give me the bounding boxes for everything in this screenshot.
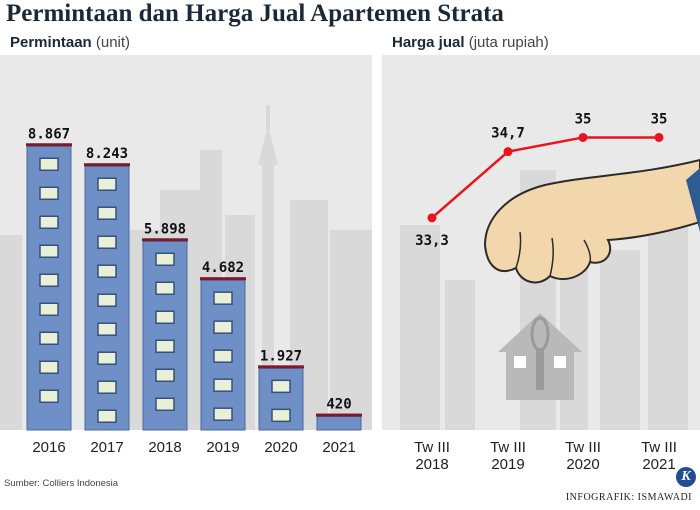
bar-window	[39, 302, 59, 317]
bar-window	[97, 206, 117, 220]
line-point	[654, 132, 664, 142]
bar-window	[213, 407, 233, 421]
bar-value-label: 5.898	[144, 221, 186, 237]
bar-2018: 5.898	[142, 221, 188, 431]
bar-roof	[26, 143, 72, 147]
bar-window	[97, 293, 117, 307]
chart-title: Permintaan dan Harga Jual Apartemen Stra…	[6, 0, 504, 27]
bar-roof	[84, 163, 130, 167]
kompas-logo: K	[676, 467, 696, 487]
bar-window	[97, 322, 117, 336]
right-chart-subtitle: Harga jual (juta rupiah)	[392, 34, 549, 51]
bar-window	[39, 244, 59, 259]
bar-value-label: 4.682	[202, 260, 244, 276]
bar-roof	[142, 238, 188, 242]
x-tick-label: Tw III 2021	[641, 439, 677, 473]
bar-window	[97, 351, 117, 365]
bar-rect	[316, 416, 362, 431]
line-point	[427, 213, 437, 223]
bar-roof	[200, 277, 246, 281]
bar-window	[97, 235, 117, 249]
bar-window	[155, 281, 175, 296]
bar-value-label: 420	[326, 397, 351, 413]
x-tick-label: 2017	[90, 439, 123, 456]
hand-illustration	[483, 158, 700, 284]
bar-window	[97, 409, 117, 423]
x-tick-label: Tw III 2020	[565, 439, 601, 473]
line-value-label: 34,7	[491, 126, 525, 142]
bar-window	[213, 349, 233, 363]
bar-roof	[316, 413, 362, 417]
bar-2016: 8.867	[26, 126, 72, 431]
bar-window	[155, 310, 175, 325]
line-series: 33,3 Tw III 2018 34,7 Tw III 2019 35 Tw III 2020…	[414, 111, 677, 473]
bar-window	[213, 378, 233, 392]
bar-window	[97, 177, 117, 191]
x-tick-label: 2021	[322, 439, 355, 456]
bar-window	[155, 397, 175, 412]
line-point	[578, 132, 588, 142]
bar-roof	[258, 365, 304, 369]
bar-window	[39, 331, 59, 346]
x-tick-label: 2016	[32, 439, 65, 456]
house-key-illustration	[498, 313, 582, 400]
bar-value-label: 8.867	[28, 126, 70, 142]
bar-window	[97, 380, 117, 394]
line-value-label: 33,3	[415, 233, 449, 249]
x-tick-label: Tw III 2019	[490, 439, 526, 473]
bar-window	[155, 368, 175, 383]
source-note: Sumber: Colliers Indonesia	[4, 478, 119, 489]
bar-value-label: 1.927	[260, 348, 302, 364]
left-chart-subtitle: Permintaan (unit)	[10, 34, 131, 51]
line-value-label: 35	[575, 111, 592, 127]
bar-window	[97, 264, 117, 278]
x-tick-label: 2018	[148, 439, 181, 456]
bar-window	[39, 186, 59, 201]
bar-window	[155, 252, 175, 267]
bar-window	[39, 215, 59, 230]
bar-window	[271, 379, 291, 394]
infographic-credit: INFOGRAFIK: ISMAWADI	[565, 492, 692, 503]
line-point	[503, 147, 513, 157]
x-tick-label: Tw III 2018	[414, 439, 450, 473]
bar-window	[213, 320, 233, 334]
line-value-label: 35	[651, 111, 668, 127]
bar-value-label: 8.243	[86, 146, 128, 162]
bar-window	[155, 339, 175, 354]
bar-2020: 1.927	[258, 348, 304, 431]
bar-2017: 8.243	[84, 146, 130, 431]
bar-window	[39, 157, 59, 172]
x-tick-label: 2020	[264, 439, 297, 456]
bar-window	[213, 291, 233, 305]
bar-2021: 420	[316, 397, 362, 431]
bar-window	[39, 389, 59, 404]
bar-window	[39, 360, 59, 375]
x-tick-label: 2019	[206, 439, 239, 456]
bar-2019: 4.682	[200, 260, 246, 431]
bar-window	[271, 408, 291, 423]
bar-series: 8.867 2016 8.243 2017 5.898 2018 4.682 2019 1.92…	[26, 126, 362, 456]
bar-window	[39, 273, 59, 288]
price-line	[431, 136, 659, 219]
